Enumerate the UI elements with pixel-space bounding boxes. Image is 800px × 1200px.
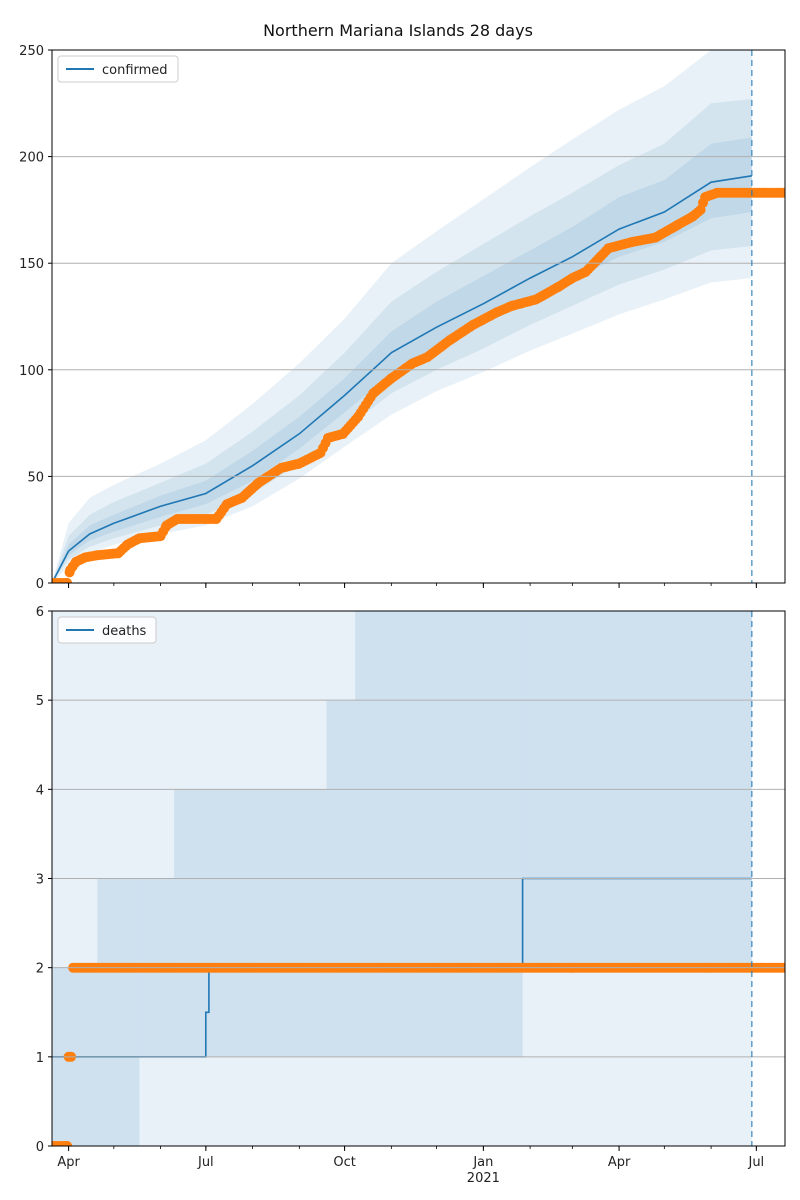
x-tick-label: Oct [333,1155,355,1170]
y-tick-label: 150 [19,257,44,272]
x-tick-label: Jan [472,1155,493,1170]
confirmed-panel: 0 50 100 150 200 250 confirmed [19,44,786,592]
axes-frame [51,49,786,584]
band-region [355,611,523,1057]
y-tick-label: 200 [19,151,44,166]
y-tick-label: 0 [36,1140,44,1155]
legend-box [57,55,179,83]
y-tick-label: 4 [36,783,44,798]
legend: confirmed [57,55,179,83]
y-tick-label: 1 [36,1051,44,1066]
y-tick-label: 50 [27,470,44,485]
y-tick-label: 2 [36,962,44,977]
band-region [178,789,327,1057]
legend: deaths [57,616,157,644]
observed-point [779,187,785,198]
legend-label: deaths [102,624,147,639]
observed-point [62,1141,73,1146]
legend-label: confirmed [102,63,168,78]
y-tick-label: 3 [36,873,44,888]
model-line [52,175,752,583]
x-tick-label: Apr [57,1155,80,1170]
legend-box [57,616,157,644]
x-tick-label: Jul [197,1155,214,1170]
model-line [52,877,752,1058]
plot-area [52,611,785,1146]
band-95pct [52,50,752,583]
band-region [174,789,179,1057]
band-50pct [52,137,752,583]
observed-point [62,578,73,583]
y-tick-label: 0 [36,577,44,592]
deaths-panel: 0 1 2 3 4 5 6 Apr Jul Oct Jan Apr Jul 2021 deaths [36,605,786,1186]
plot-area [52,50,785,583]
y-tick-label: 100 [19,364,44,379]
x-year-label: 2021 [467,1171,500,1186]
band-region [97,878,140,1146]
x-tick-label: Jul [747,1155,764,1170]
band-80pct [52,99,752,583]
y-tick-label: 250 [19,44,44,59]
x-tick-label: Apr [608,1155,631,1170]
axes-frame [51,610,786,1147]
y-tick-label: 5 [36,694,44,709]
y-tick-label: 6 [36,605,44,620]
chart-title: Northern Mariana Islands 28 days [263,21,533,40]
